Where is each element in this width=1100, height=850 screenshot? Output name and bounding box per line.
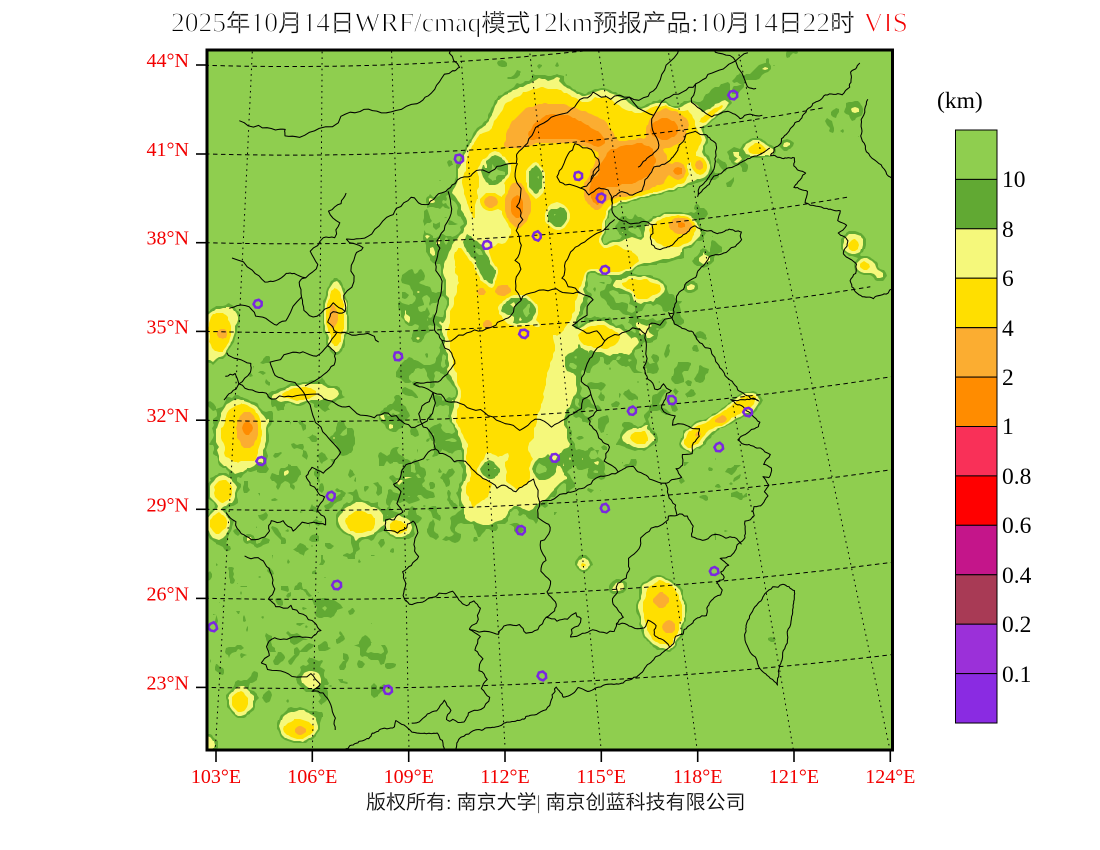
svg-text:106°E: 106°E [287,766,337,788]
svg-text:115°E: 115°E [577,766,626,788]
svg-text:103°E: 103°E [191,766,241,788]
svg-text:38°N: 38°N [147,228,189,250]
svg-text:0.2: 0.2 [1002,612,1031,638]
svg-text:118°E: 118°E [673,766,722,788]
svg-text:112°E: 112°E [480,766,529,788]
svg-text:29°N: 29°N [147,494,189,516]
svg-text:4: 4 [1002,316,1014,342]
svg-text:41°N: 41°N [147,139,189,161]
svg-text:26°N: 26°N [147,583,189,605]
svg-text:0.4: 0.4 [1002,563,1032,589]
svg-text:109°E: 109°E [384,766,434,788]
svg-text:2: 2 [1002,365,1014,391]
svg-text:0.8: 0.8 [1002,464,1031,490]
svg-text:0.6: 0.6 [1002,513,1032,539]
svg-text:1: 1 [1002,414,1014,440]
svg-text:32°N: 32°N [147,405,189,427]
svg-text:44°N: 44°N [147,50,189,72]
svg-text:0.1: 0.1 [1002,662,1031,688]
svg-text:35°N: 35°N [147,316,189,338]
svg-text:(km): (km) [937,88,983,114]
svg-text:8: 8 [1002,217,1014,243]
svg-text:23°N: 23°N [147,672,189,694]
svg-text:6: 6 [1002,266,1014,292]
svg-text:10: 10 [1002,167,1026,193]
svg-text:121°E: 121°E [769,766,819,788]
svg-text:124°E: 124°E [865,766,915,788]
